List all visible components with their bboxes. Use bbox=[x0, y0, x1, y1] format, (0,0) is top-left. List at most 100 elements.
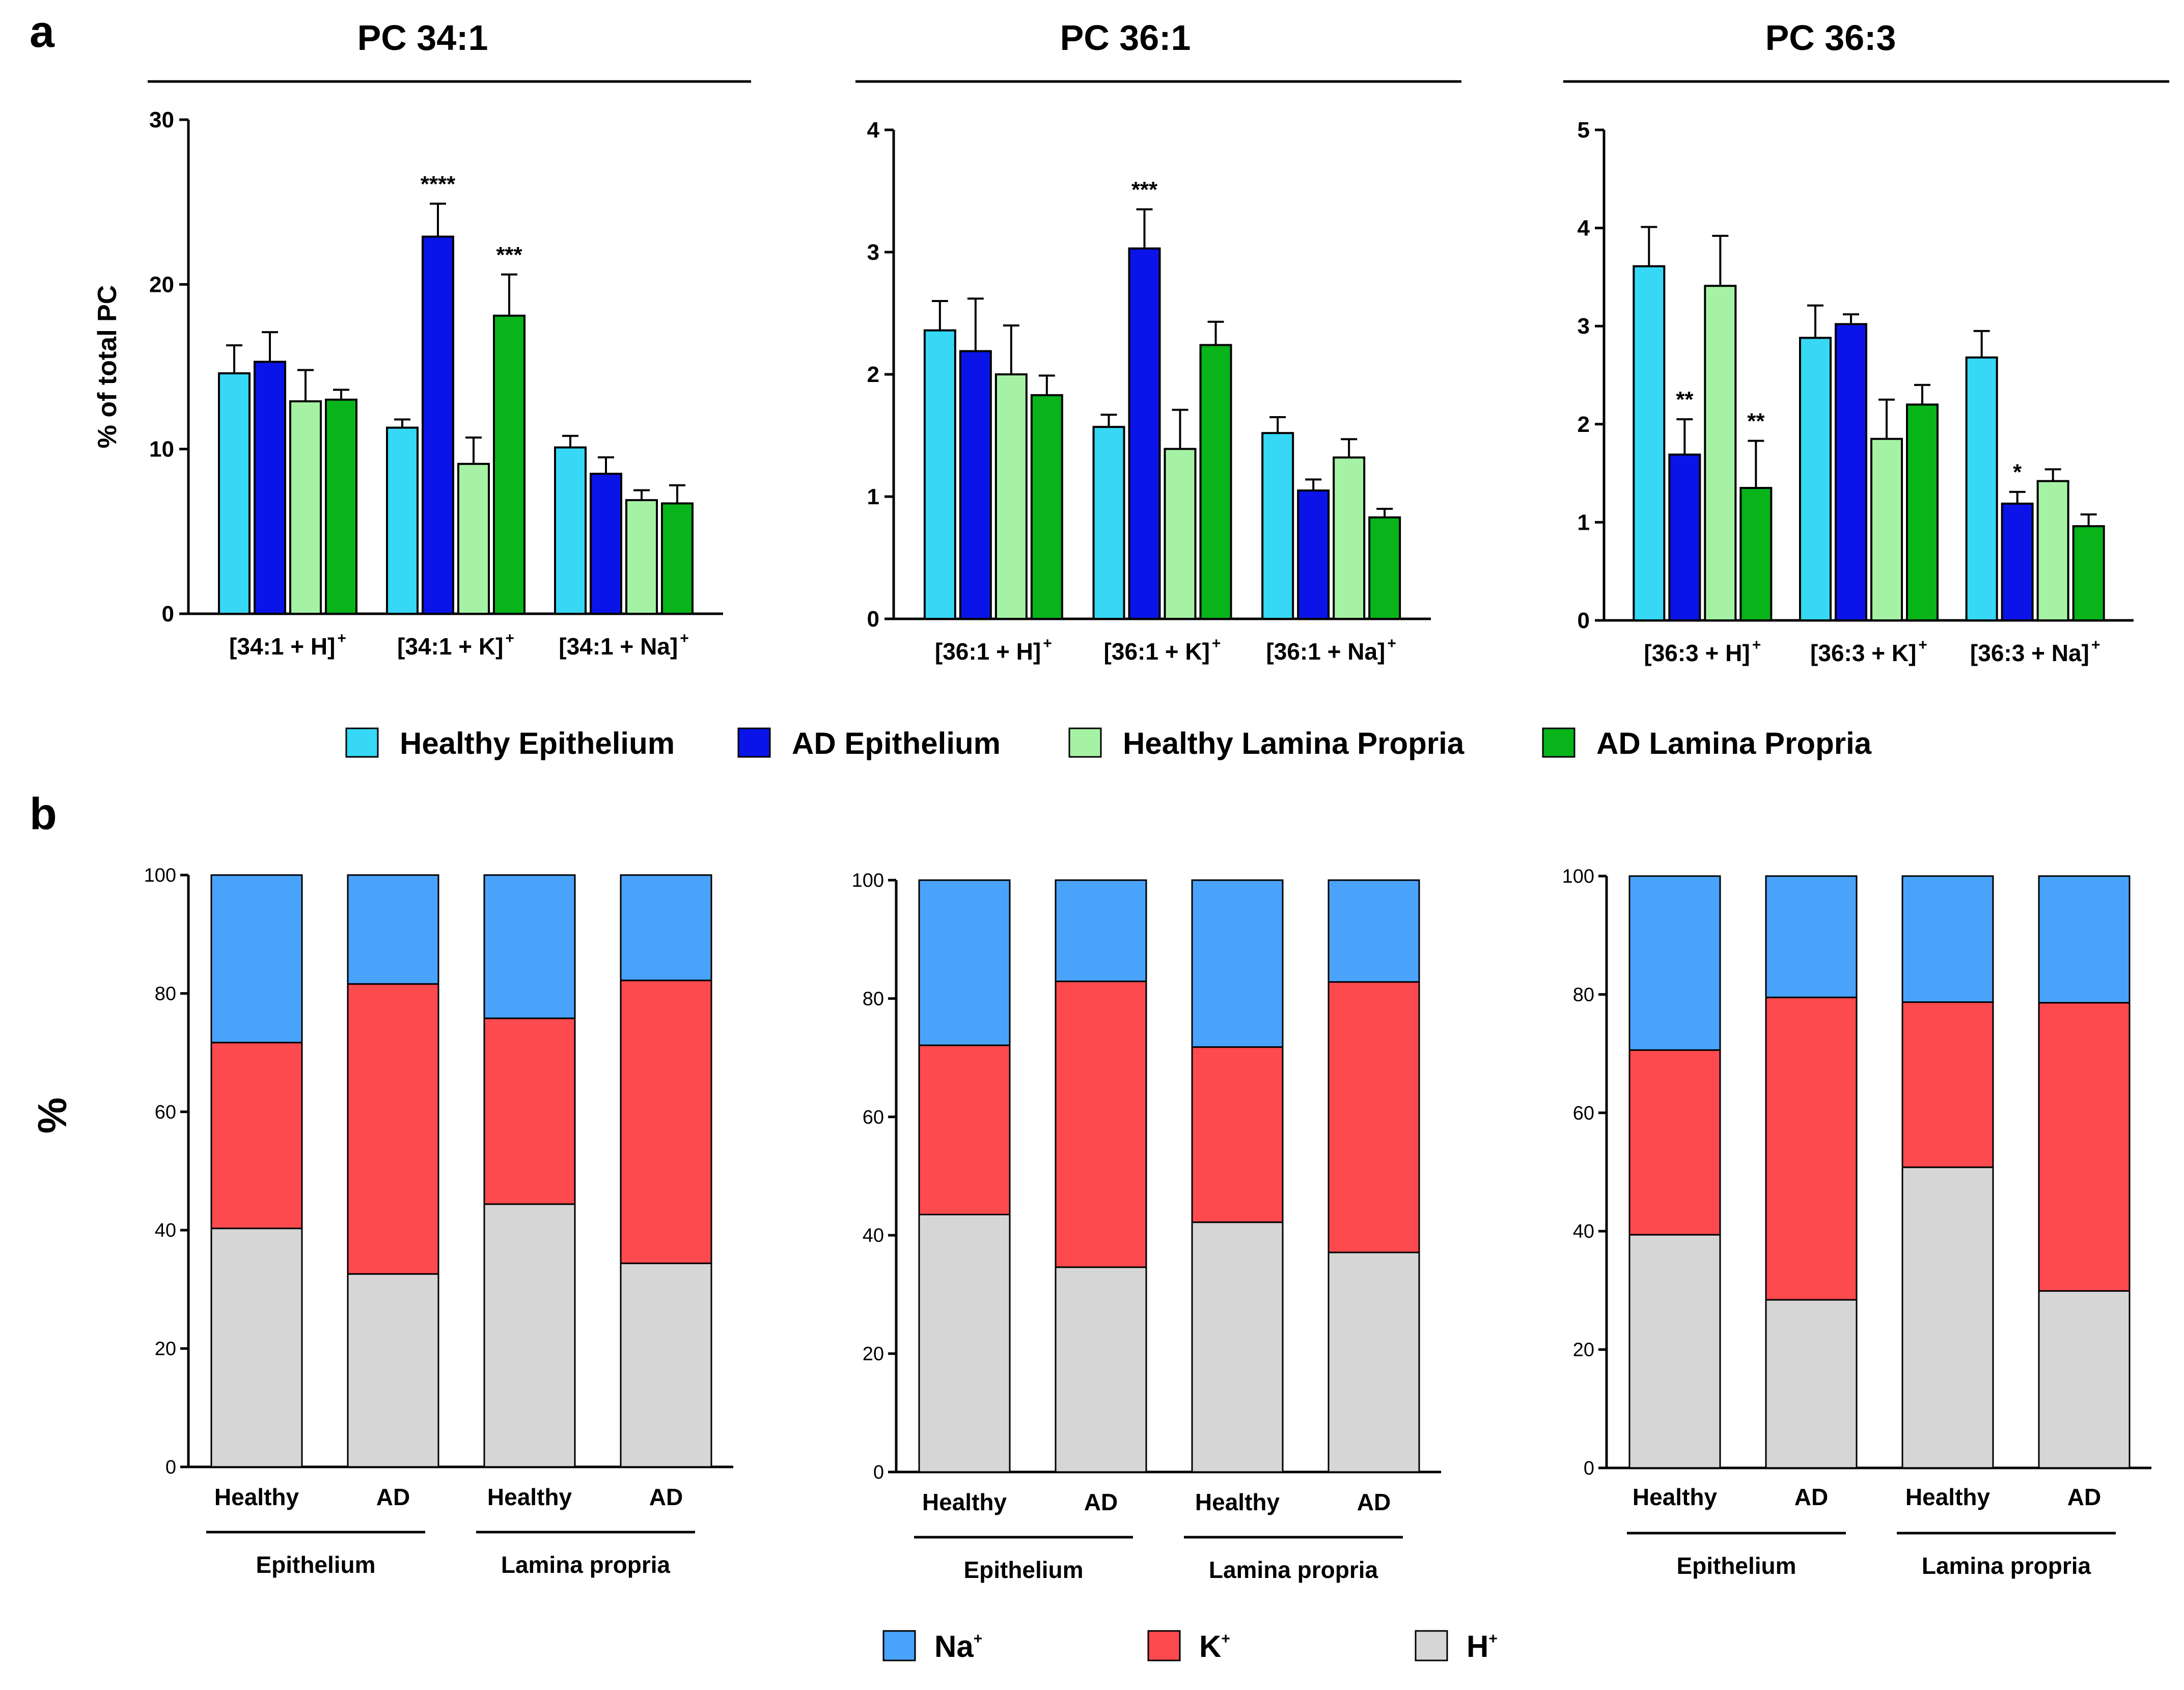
y-tick-label: 60 bbox=[155, 1102, 176, 1123]
bar-healthy-lamina-propria-36-1-k bbox=[1164, 448, 1197, 620]
legend-label-sup: + bbox=[1221, 1630, 1230, 1647]
y-tick-label: 100 bbox=[852, 870, 884, 891]
stacked-chart-pc-36-1: 0 20 40 60 80 100 Healthy AD Healthy AD Epithelium… bbox=[852, 870, 1441, 1583]
x-tick-label-sup: + bbox=[1752, 637, 1761, 653]
bar-ad-epithelium-34-1-na bbox=[590, 473, 622, 615]
significance-label: ** bbox=[1676, 387, 1694, 412]
segment-h-ad-epithelium bbox=[347, 1273, 439, 1468]
segment-k-healthy-lamina-propria bbox=[1901, 1001, 1994, 1168]
bar-ad-lamina-propria-36-1-k bbox=[1199, 344, 1232, 620]
segment-k-ad-lamina-propria bbox=[620, 979, 712, 1264]
x-tick-label-base: [34:1 + H] bbox=[229, 633, 335, 660]
bar-ad-epithelium-36-1-h bbox=[959, 350, 992, 620]
y-tick-label: 4 bbox=[1578, 216, 1590, 241]
x-tick-label: [34:1 + K] + bbox=[397, 630, 514, 660]
x-tick-label: [36:3 + K] + bbox=[1810, 637, 1927, 666]
segment-na-ad-epithelium bbox=[1765, 875, 1858, 998]
x-tick-label-sup: + bbox=[680, 630, 689, 647]
x-tick-label-base: [36:3 + H] bbox=[1644, 640, 1750, 666]
legend-label: K+ bbox=[1199, 1629, 1230, 1664]
bar-healthy-lamina-propria-36-3-na bbox=[2036, 480, 2069, 621]
bar-ad-epithelium-36-1-na bbox=[1297, 489, 1330, 620]
legend-b: Na+ K+ H+ bbox=[882, 1629, 1498, 1664]
segment-na-healthy-epithelium bbox=[1628, 875, 1721, 1051]
stacked-chart-pc-34-1: 0 20 40 60 80 100 Healthy AD Healthy AD Epithelium… bbox=[144, 865, 733, 1578]
x-tick-label: [36:1 + Na] + bbox=[1266, 635, 1396, 665]
x-tick-label-base: [36:1 + H] bbox=[935, 638, 1041, 665]
segment-h-ad-lamina-propria bbox=[2038, 1290, 2131, 1469]
y-tick-label: 10 bbox=[149, 437, 174, 462]
bar-ad-lamina-propria-36-1-na bbox=[1368, 516, 1401, 620]
legend-label: AD Epithelium bbox=[792, 726, 1001, 760]
y-tick-label: 3 bbox=[867, 240, 879, 265]
significance-label: * bbox=[2013, 460, 2022, 485]
segment-k-healthy-lamina-propria bbox=[1191, 1046, 1284, 1223]
legend-label-sup: + bbox=[974, 1630, 983, 1647]
bar-healthy-lamina-propria-36-3-k bbox=[1870, 438, 1903, 621]
group-label: Lamina propria bbox=[501, 1551, 671, 1578]
x-tick-label-sup: + bbox=[2091, 637, 2100, 653]
x-tick-label-sup: + bbox=[505, 630, 514, 647]
y-tick-label: 40 bbox=[155, 1220, 176, 1241]
group-label: Epithelium bbox=[963, 1557, 1083, 1583]
segment-na-ad-lamina-propria bbox=[1328, 879, 1420, 983]
y-tick-label: 5 bbox=[1578, 118, 1590, 143]
significance-label: *** bbox=[1131, 177, 1158, 202]
bar-healthy-lamina-propria-34-1-k bbox=[457, 462, 490, 615]
bar-healthy-epithelium-34-1-na bbox=[554, 446, 587, 615]
x-tick-label: [36:3 + Na] + bbox=[1970, 637, 2100, 666]
y-tick-label: 0 bbox=[1584, 1458, 1594, 1479]
segment-k-ad-lamina-propria bbox=[1328, 981, 1420, 1253]
panel-label-a: a bbox=[30, 6, 55, 57]
y-tick-label: 100 bbox=[1562, 866, 1594, 887]
y-tick-label: 1 bbox=[867, 484, 879, 509]
chart-title: PC 36:3 bbox=[1765, 18, 1896, 58]
bar-ad-lamina-propria-36-1-h bbox=[1030, 394, 1063, 620]
segment-na-ad-epithelium bbox=[347, 874, 439, 985]
segment-k-ad-epithelium bbox=[347, 983, 439, 1275]
y-axis-label: % of total PC bbox=[93, 285, 122, 449]
x-tick-label: [36:3 + H] + bbox=[1644, 637, 1761, 666]
group-label: Lamina propria bbox=[1209, 1557, 1378, 1583]
segment-h-healthy-lamina-propria bbox=[1191, 1221, 1284, 1473]
x-tick-label: AD bbox=[649, 1484, 683, 1510]
bar-ad-lamina-propria-34-1-k bbox=[493, 314, 526, 615]
y-tick-label: 60 bbox=[863, 1107, 884, 1128]
segment-h-healthy-epithelium bbox=[918, 1214, 1011, 1473]
y-tick-label: 30 bbox=[149, 107, 174, 132]
x-tick-label: [34:1 + Na] + bbox=[559, 630, 688, 660]
x-tick-label: AD bbox=[1357, 1489, 1391, 1515]
bar-ad-epithelium-36-3-h bbox=[1668, 453, 1701, 621]
segment-na-ad-lamina-propria bbox=[2038, 875, 2131, 1004]
bar-ad-lamina-propria-34-1-na bbox=[661, 502, 694, 615]
segment-k-healthy-epithelium bbox=[1628, 1049, 1721, 1236]
x-tick-label: Healthy bbox=[1195, 1489, 1280, 1515]
segment-h-healthy-lamina-propria bbox=[483, 1203, 576, 1468]
x-tick-label-base: [34:1 + Na] bbox=[559, 633, 678, 660]
bar-healthy-epithelium-36-3-h bbox=[1633, 265, 1666, 621]
bar-ad-lamina-propria-34-1-h bbox=[325, 398, 357, 615]
legend-a: Healthy Epithelium AD Epithelium Healthy L… bbox=[345, 726, 1872, 760]
bar-ad-epithelium-36-3-k bbox=[1835, 323, 1867, 621]
segment-na-healthy-lamina-propria bbox=[1901, 875, 1994, 1003]
segment-h-ad-lamina-propria bbox=[620, 1262, 712, 1468]
bar-healthy-epithelium-36-3-na bbox=[1965, 356, 1998, 621]
y-tick-label: 0 bbox=[1578, 608, 1590, 633]
segment-h-healthy-lamina-propria bbox=[1901, 1166, 1994, 1469]
legend-swatch-healthy-lamina-propria bbox=[1068, 727, 1102, 758]
y-tick-label: 0 bbox=[165, 1457, 176, 1478]
x-tick-label: [34:1 + H] + bbox=[229, 630, 346, 660]
x-tick-label: Healthy bbox=[1905, 1484, 1991, 1510]
y-tick-label: 3 bbox=[1578, 314, 1590, 339]
x-tick-label-base: [36:1 + K] bbox=[1104, 638, 1210, 665]
segment-k-ad-epithelium bbox=[1055, 980, 1147, 1268]
significance-label: **** bbox=[421, 172, 456, 197]
segment-na-ad-epithelium bbox=[1055, 879, 1147, 983]
x-tick-label-base: [36:1 + Na] bbox=[1266, 638, 1385, 665]
segment-na-ad-lamina-propria bbox=[620, 874, 712, 982]
legend-label: Healthy Lamina Propria bbox=[1123, 726, 1464, 760]
segment-k-healthy-epithelium bbox=[210, 1042, 303, 1230]
significance-label: *** bbox=[496, 242, 522, 267]
